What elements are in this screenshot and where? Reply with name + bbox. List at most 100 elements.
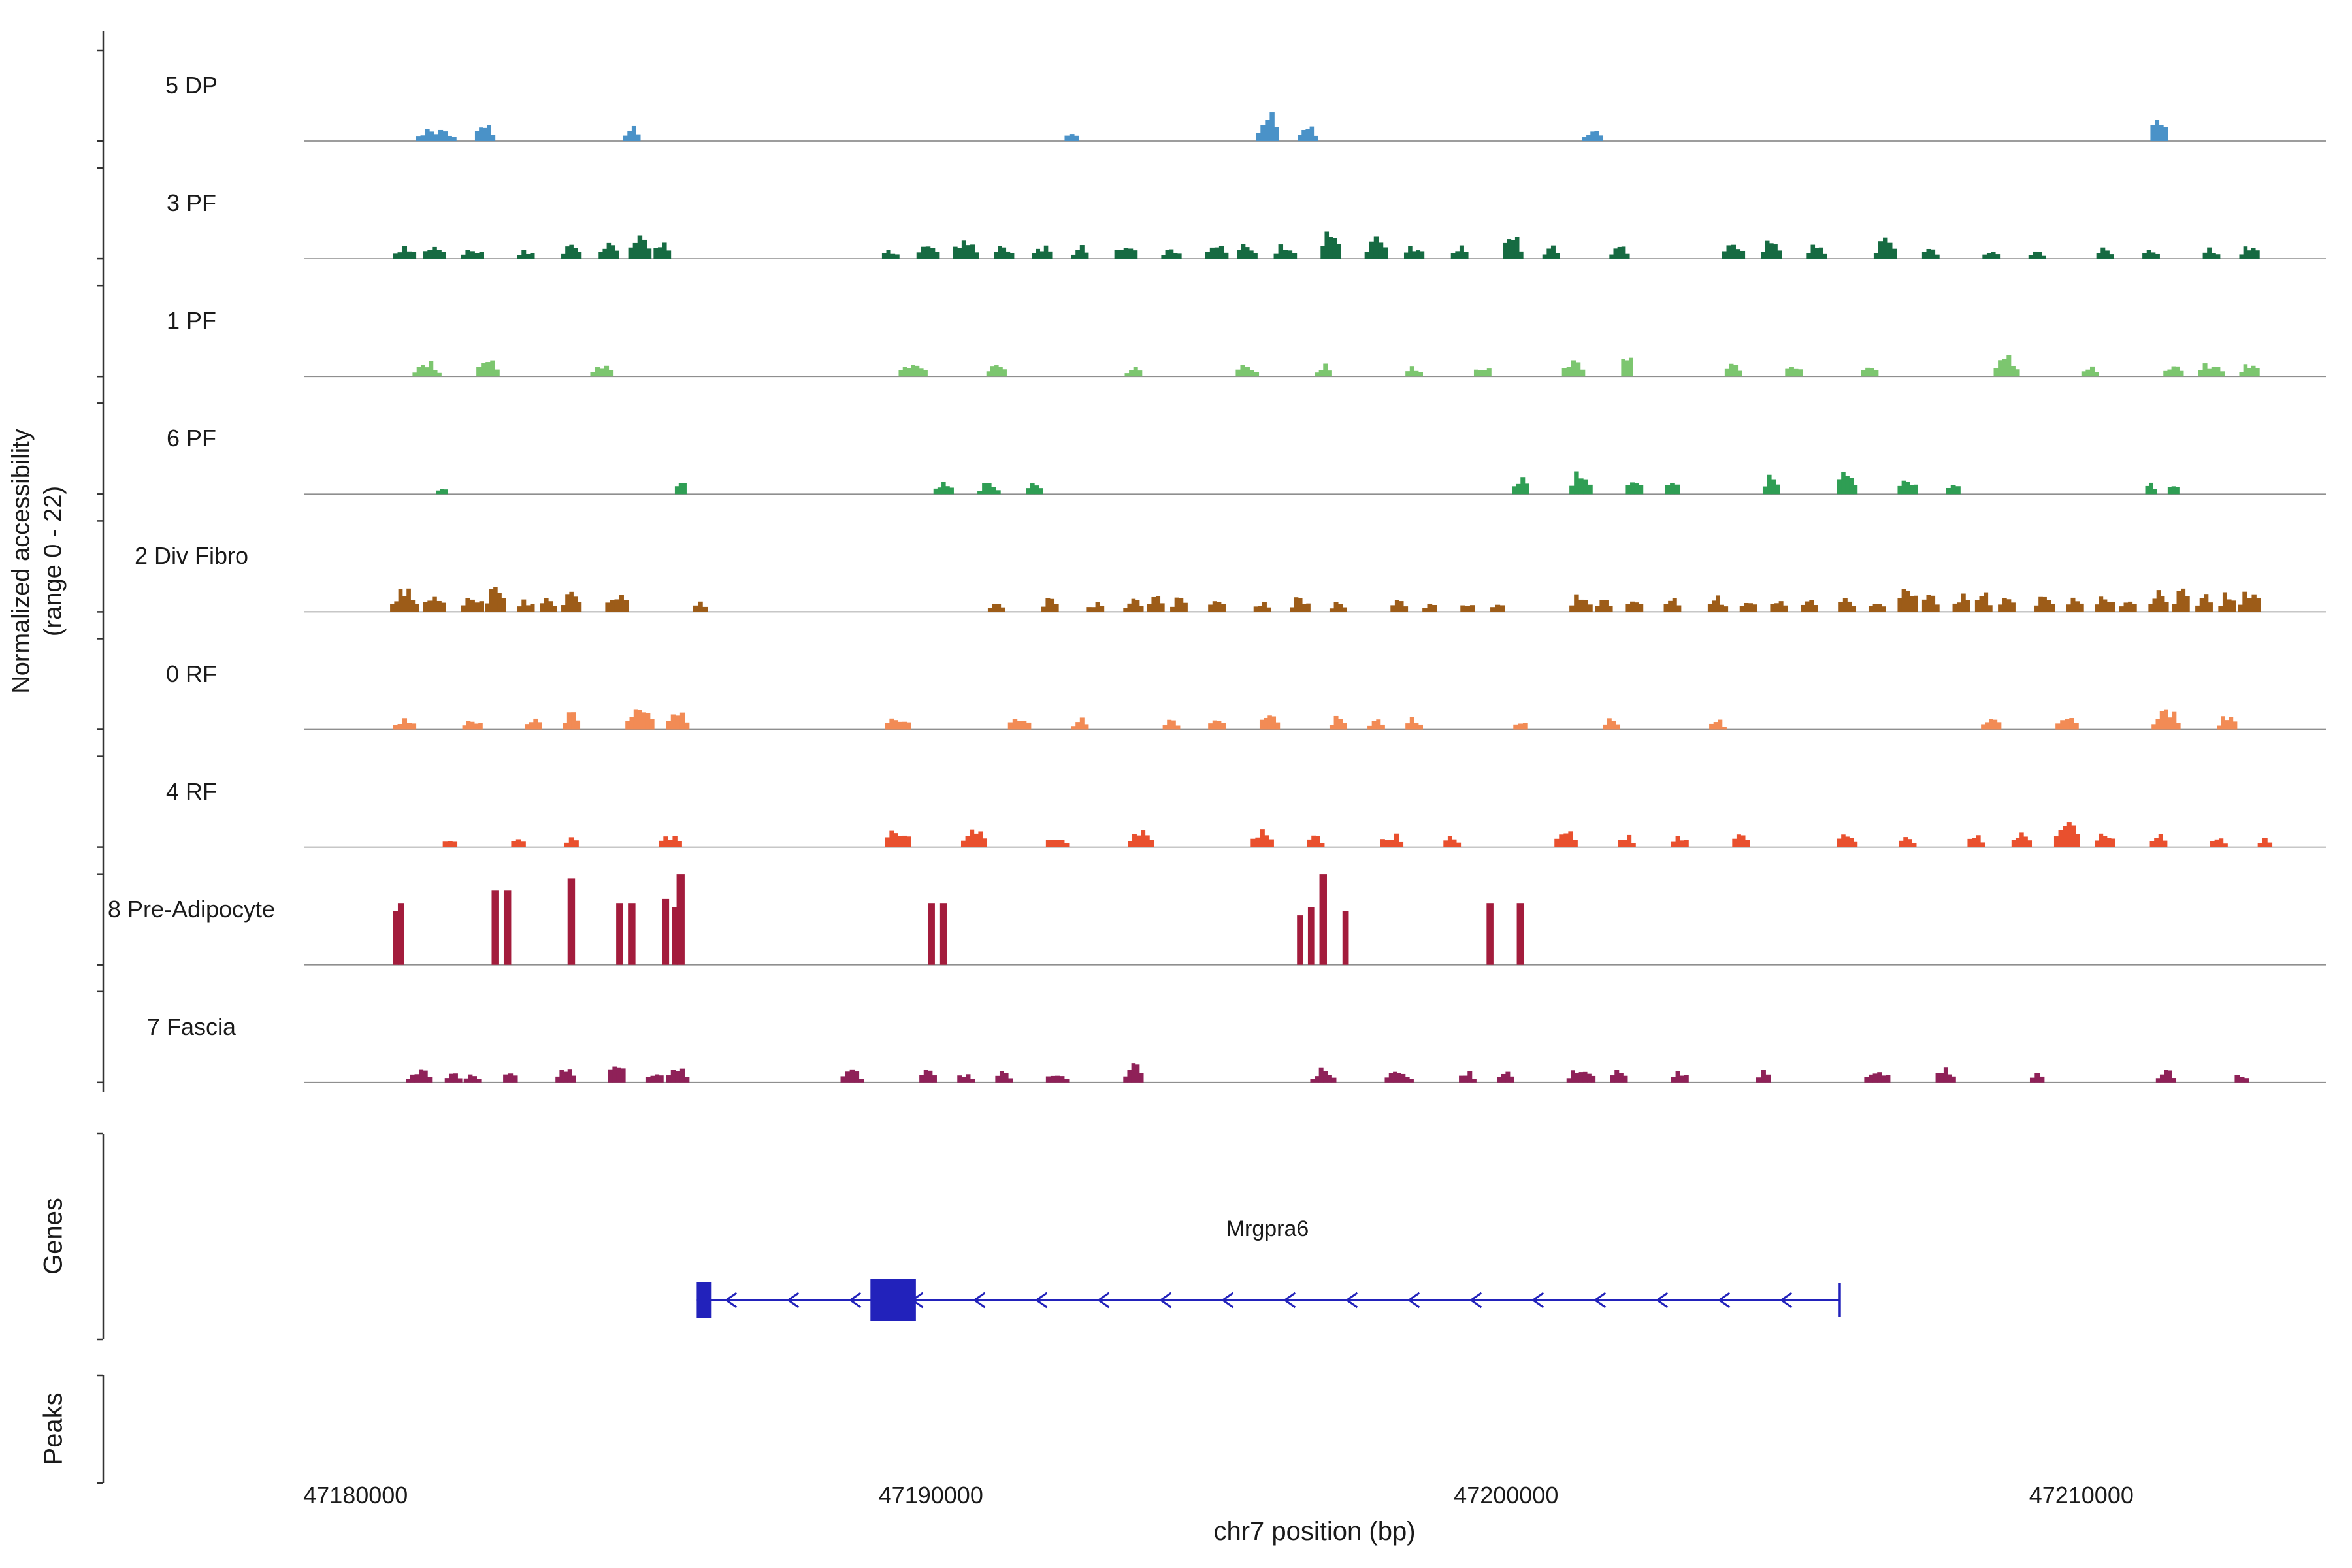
peaks-section-label: Peaks (39, 1392, 68, 1465)
signal-bar (530, 604, 535, 612)
signal-bar (1162, 725, 1168, 730)
signal-bar (1575, 1073, 1579, 1083)
signal-bar (479, 127, 483, 141)
signal-bar (1909, 485, 1914, 495)
signal-bar (1935, 1073, 1940, 1083)
signal-bar (1849, 838, 1854, 847)
signal-bar (1837, 838, 1842, 847)
signal-bar (1621, 246, 1626, 259)
signal-bar (2155, 1078, 2161, 1083)
signal-bar (442, 841, 448, 847)
signal-bar (440, 489, 444, 495)
signal-bar (1914, 484, 1918, 495)
signal-bar (1329, 608, 1334, 612)
signal-bar (521, 599, 527, 612)
signal-bar (2066, 822, 2072, 847)
signal-bar (2074, 723, 2079, 730)
signal-bar (2202, 363, 2208, 377)
signal-bar (960, 840, 966, 847)
signal-bar (1980, 842, 1985, 847)
signal-bar (2219, 371, 2225, 377)
gene-strand-arrow (1407, 1292, 1420, 1309)
signal-peak (628, 903, 636, 965)
signal-bar (402, 246, 408, 259)
signal-bar (623, 600, 629, 612)
signal-bar (1306, 603, 1311, 612)
signal-bar (503, 1074, 508, 1083)
signal-bar (1625, 485, 1631, 495)
signal-bar (1254, 372, 1260, 377)
signal-bar (1255, 837, 1260, 847)
signal-bar (1384, 1077, 1390, 1083)
gene-strand-arrow (1531, 1292, 1544, 1309)
signal-bar (898, 721, 903, 730)
signal-bar (1665, 485, 1671, 495)
signal-bar (698, 601, 703, 612)
signal-bar (1671, 841, 1676, 847)
signal-bar (1124, 373, 1130, 377)
signal-bar (2176, 591, 2181, 612)
signal-bar (1518, 723, 1524, 730)
signal-bar (412, 372, 417, 377)
signal-bar (996, 604, 1002, 612)
signal-bar (1955, 486, 1961, 495)
signal-bar (957, 248, 962, 259)
signal-bar (1618, 840, 1623, 847)
signal-bar (2229, 717, 2234, 730)
signal-bar (2255, 368, 2260, 377)
signal-bar (1327, 1075, 1332, 1083)
signal-bar (1559, 834, 1564, 847)
signal-bar (627, 131, 632, 141)
signal-bar (1310, 1079, 1315, 1083)
signal-bar (2232, 721, 2238, 730)
signal-bar (2251, 248, 2256, 259)
signal-bar (2159, 125, 2164, 141)
signal-bar (1327, 370, 1332, 377)
signal-bar (1965, 600, 1970, 612)
signal-bar (457, 1078, 463, 1083)
signal-bar (1059, 840, 1065, 847)
signal-bar (1899, 840, 1904, 847)
signal-bar (2028, 255, 2033, 259)
signal-bar (1401, 1073, 1406, 1083)
signal-bar (517, 606, 522, 612)
signal-bar (495, 369, 500, 377)
signal-bar (1324, 231, 1330, 259)
signal-bar (1450, 253, 1456, 259)
signal-bar (965, 836, 970, 847)
signal-bar (1974, 600, 1980, 612)
signal-bar (497, 593, 502, 612)
signal-bar (398, 589, 403, 612)
signal-bar (1000, 607, 1005, 612)
signal-bar (1853, 841, 1858, 847)
signal-bar (915, 365, 920, 377)
signal-bar (1258, 606, 1263, 612)
signal-bar (1718, 719, 1723, 730)
signal-bar (1338, 604, 1343, 612)
signal-bar (1405, 723, 1411, 730)
signal-bar (1616, 724, 1621, 730)
signal-bar (1409, 717, 1414, 730)
signal-bar (577, 252, 582, 259)
signal-bar (2109, 254, 2114, 259)
signal-bar (1220, 723, 1226, 730)
signal-bar (1045, 1076, 1051, 1083)
signal-bar (1459, 1075, 1464, 1083)
signal-bar (1961, 593, 1966, 612)
signal-bar (476, 367, 482, 377)
signal-bar (1132, 250, 1138, 259)
signal-bar (2015, 837, 2020, 847)
signal-bar (1801, 604, 1806, 612)
signal-bar (1245, 367, 1250, 377)
signal-bar (966, 245, 971, 259)
signal-bar (485, 603, 490, 612)
signal-bar (1901, 589, 1906, 612)
signal-bar (1722, 251, 1727, 259)
signal-bar (574, 840, 579, 847)
signal-bar (1852, 606, 1857, 612)
signal-bar (441, 602, 446, 612)
signal-bar (2223, 843, 2228, 847)
signal-bar (1026, 722, 1032, 730)
signal-bar (1897, 485, 1903, 495)
